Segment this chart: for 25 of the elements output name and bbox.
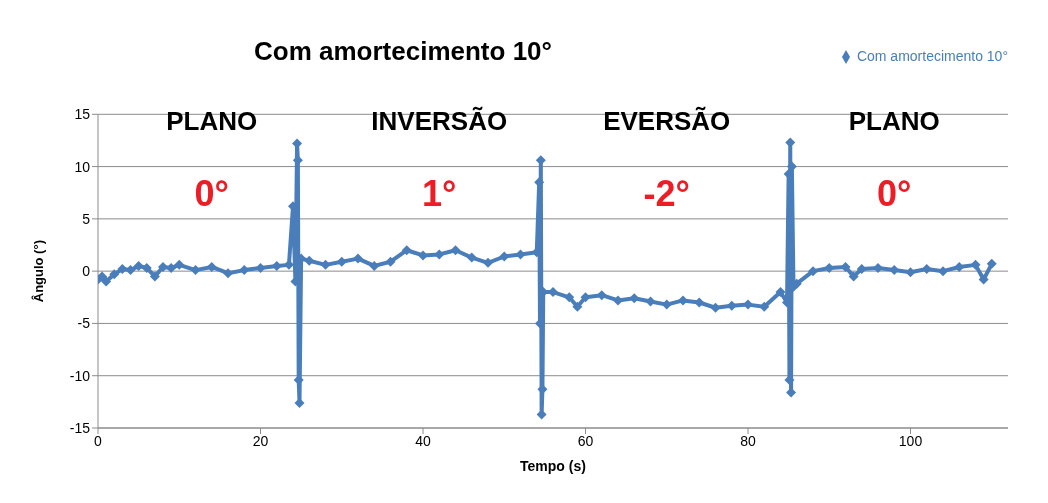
chart-title: Com amortecimento 10° bbox=[253, 36, 553, 67]
y-tick-label: -10 bbox=[69, 367, 91, 384]
x-tick-label: 100 bbox=[898, 432, 923, 449]
x-axis-title: Tempo (s) bbox=[520, 458, 586, 474]
annotation: EVERSÃO bbox=[602, 106, 732, 136]
annotation: 0° bbox=[193, 173, 230, 214]
x-tick-label: 40 bbox=[415, 432, 431, 449]
annotation: PLANO bbox=[847, 106, 941, 136]
y-tick-label: 5 bbox=[82, 210, 91, 227]
y-tick-label: -5 bbox=[77, 315, 91, 332]
annotation: INVERSÃO bbox=[370, 106, 509, 136]
x-tick-label: 80 bbox=[740, 432, 756, 449]
x-tick-label: 20 bbox=[252, 432, 269, 449]
y-tick-label: -15 bbox=[69, 419, 91, 436]
x-tick-label: 60 bbox=[577, 432, 594, 449]
annotation: -2° bbox=[642, 173, 691, 214]
annotation: 0° bbox=[876, 173, 913, 214]
annotation: PLANO bbox=[165, 106, 259, 136]
y-axis-title: Ângulo (°) bbox=[30, 240, 46, 303]
legend-label: Com amortecimento 10° bbox=[856, 48, 1008, 64]
x-tick-label: 0 bbox=[94, 432, 103, 449]
y-tick-label: 15 bbox=[74, 106, 91, 123]
annotation: 1° bbox=[421, 173, 458, 214]
y-tick-label: 10 bbox=[74, 158, 91, 175]
y-tick-label: 0 bbox=[82, 263, 91, 280]
